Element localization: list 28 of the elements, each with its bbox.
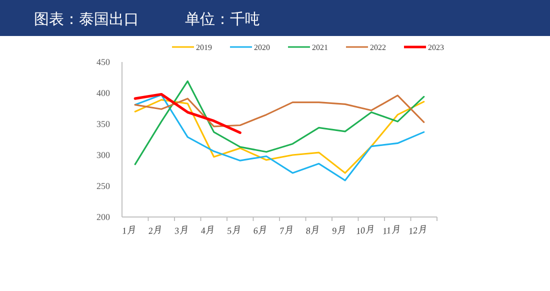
x-tick-label: 11月 [382,224,400,236]
legend-label: 2020 [254,43,270,52]
x-tick-label: 8月 [305,224,320,236]
y-tick-label: 450 [96,57,110,67]
line-series [134,92,242,134]
x-tick-label: 7月 [278,224,294,236]
chart-subtitle: 单位：千吨 [185,10,260,28]
x-tick-label: 12月 [408,224,428,236]
x-tick-label: 1月 [121,224,136,236]
y-tick-label: 400 [96,88,110,98]
x-tick-label: 3月 [172,224,189,236]
line-series [134,94,425,128]
line-series [134,80,425,166]
chart-title: 图表：泰国出口 [34,10,139,28]
y-tick-label: 250 [96,181,110,191]
x-tick-label: 9月 [331,224,346,236]
x-tick-label: 2月 [148,224,162,236]
y-tick-label: 200 [96,212,110,222]
x-tick-label: 10月 [355,224,375,236]
legend-label: 2023 [428,43,444,52]
legend-label: 2019 [196,43,212,52]
legend-label: 2022 [370,43,386,52]
y-tick-label: 300 [96,150,110,160]
legend-label: 2021 [312,43,328,52]
x-tick-label: 4月 [200,224,215,236]
y-tick-label: 350 [96,119,110,129]
x-tick-label: 5月 [226,224,242,236]
x-tick-label: 6月 [252,224,268,236]
